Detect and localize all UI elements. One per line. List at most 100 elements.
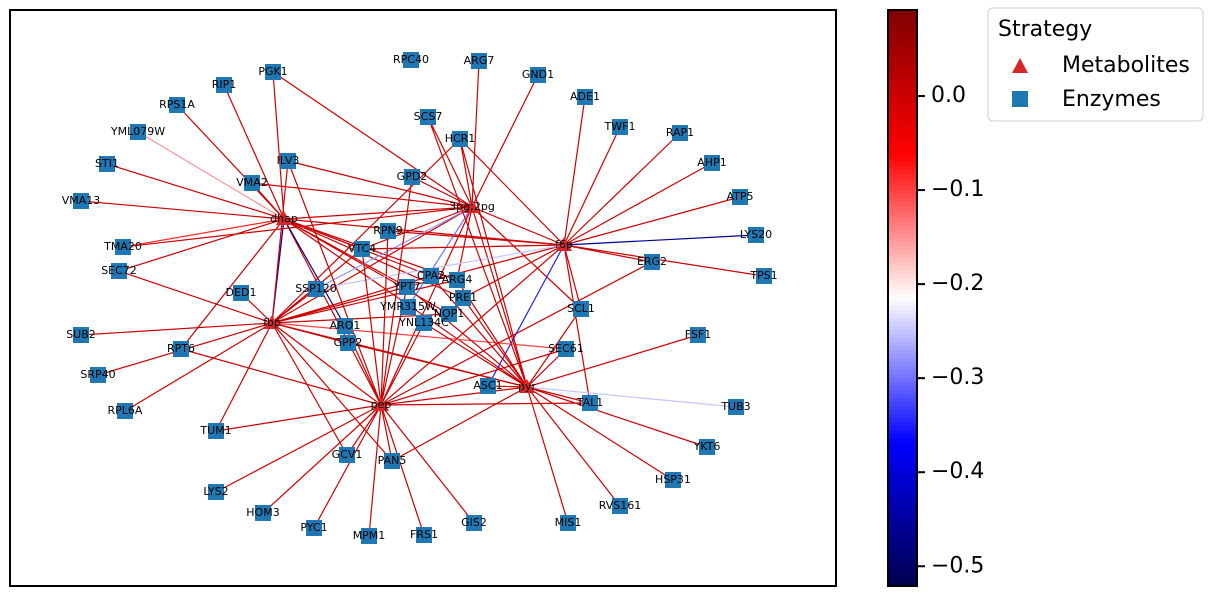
edge <box>368 404 382 537</box>
node-label: 3pg;2pg <box>449 200 495 213</box>
colorbar-strip <box>888 542 917 547</box>
enzyme-node <box>416 315 432 331</box>
enzyme-node <box>308 281 324 297</box>
node-label: MIS1 <box>555 516 582 529</box>
legend-marker <box>1012 91 1028 107</box>
colorbar-strip <box>888 434 917 439</box>
node-label: ATP5 <box>726 190 753 203</box>
colorbar-strip <box>888 102 917 107</box>
edge <box>563 244 765 277</box>
node-label: VMA2 <box>236 176 268 189</box>
colorbar-strip <box>888 398 917 403</box>
legend-title: Strategy <box>998 17 1092 42</box>
edge <box>526 386 674 481</box>
edge <box>283 206 473 220</box>
enzyme-node <box>560 515 576 531</box>
colorbar-strip <box>888 198 917 203</box>
colorbar-strip <box>888 422 917 427</box>
enzyme-node <box>384 453 400 469</box>
edge <box>271 322 348 456</box>
node-label: YPT7 <box>392 280 420 293</box>
enzyme-node <box>582 395 598 411</box>
node-label: RPS1A <box>159 98 195 111</box>
edge <box>271 206 473 324</box>
edge <box>380 348 567 406</box>
colorbar-strip <box>888 90 917 95</box>
edge <box>380 404 475 524</box>
colorbar-strip <box>888 526 917 531</box>
edge <box>346 404 382 456</box>
enzyme-node <box>233 285 249 301</box>
colorbar-strip <box>888 306 917 311</box>
edge <box>459 138 528 388</box>
edge <box>271 279 458 324</box>
node-label: RAP1 <box>666 126 694 139</box>
edge <box>347 342 528 388</box>
node-label: RPL6A <box>108 404 143 417</box>
metabolite-node <box>373 397 389 411</box>
edge <box>427 116 528 388</box>
colorbar-strip <box>888 190 917 195</box>
edge <box>380 404 393 462</box>
colorbar-tick-label: −0.5 <box>931 553 984 578</box>
edge <box>176 104 285 220</box>
node-label: STI1 <box>95 157 119 170</box>
colorbar-strip <box>888 318 917 323</box>
node-label: fbp <box>263 316 281 329</box>
colorbar-strip <box>888 70 917 75</box>
enzyme-node <box>690 327 706 343</box>
edge <box>380 386 528 406</box>
node-label: RPN9 <box>373 224 403 237</box>
colorbar-strip <box>888 114 917 119</box>
edge <box>459 138 473 208</box>
edge <box>459 138 565 246</box>
colorbar-strip <box>888 438 917 443</box>
colorbar-strip <box>888 482 917 487</box>
edge <box>526 334 699 388</box>
colorbar-strip <box>888 570 917 575</box>
colorbar-strip <box>888 426 917 431</box>
enzyme-node <box>73 327 89 343</box>
colorbar-strip <box>888 26 917 31</box>
enzyme-node <box>208 423 224 439</box>
colorbar-strip <box>888 78 917 83</box>
edge <box>380 402 591 406</box>
colorbar: 0.0 −0.1 −0.2 −0.3 −0.4 −0.5 <box>887 9 984 587</box>
edges <box>80 60 765 537</box>
colorbar-strip <box>888 294 917 299</box>
colorbar-strip <box>888 578 917 583</box>
edge <box>287 160 382 406</box>
edge <box>380 206 473 406</box>
node-label: HSP31 <box>655 473 691 486</box>
colorbar-strip <box>888 206 917 211</box>
node-label: RPC40 <box>393 53 429 66</box>
node-label: MPM1 <box>353 529 386 542</box>
colorbar-strip <box>888 54 917 59</box>
colorbar-strip <box>888 66 917 71</box>
node-label: TUM1 <box>199 424 231 437</box>
enzyme-node <box>117 403 133 419</box>
colorbar-strip <box>888 442 917 447</box>
node-label: pep <box>371 398 392 411</box>
colorbar-strip <box>888 230 917 235</box>
edge <box>430 275 528 388</box>
node-label: HCR1 <box>445 132 476 145</box>
colorbar-strip <box>888 410 917 415</box>
node-label: TPS1 <box>749 269 777 282</box>
edge <box>272 71 285 220</box>
metabolite-node <box>264 315 280 329</box>
edge <box>272 71 473 208</box>
colorbar-strip <box>888 130 917 135</box>
enzyme-node <box>354 241 370 257</box>
edge <box>462 297 528 388</box>
colorbar-strip <box>888 174 917 179</box>
enzyme-node <box>380 223 396 239</box>
legend-box <box>987 7 1204 122</box>
edge <box>471 206 565 246</box>
enzyme-node <box>699 439 715 455</box>
enzyme-node <box>665 472 681 488</box>
colorbar-strip <box>888 534 917 539</box>
node-label: SSP120 <box>295 282 337 295</box>
colorbar-strip <box>888 338 917 343</box>
